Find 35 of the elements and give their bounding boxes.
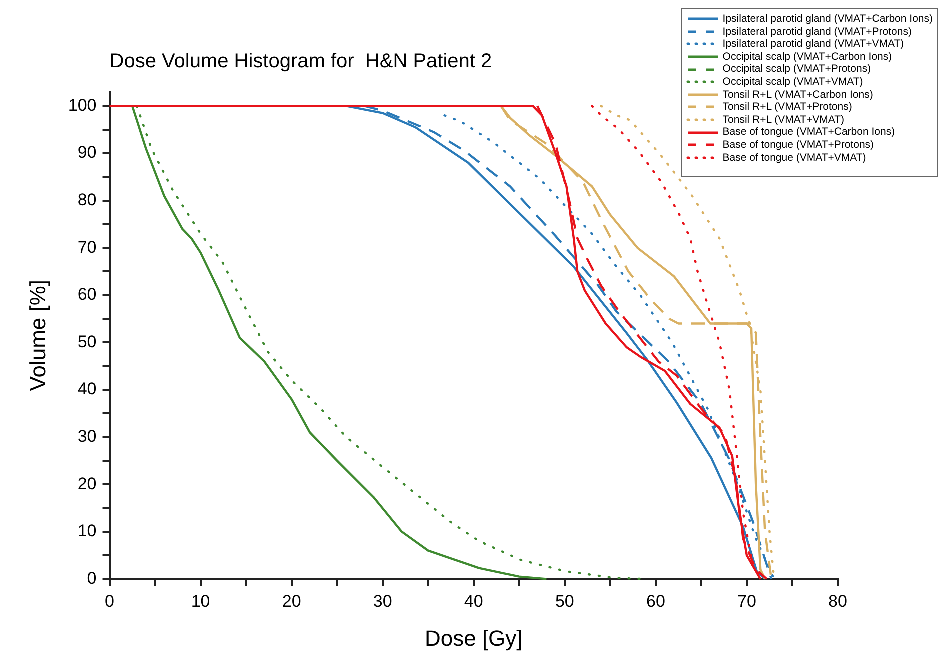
x-tick-label: 40 bbox=[464, 592, 484, 612]
x-tick-label: 30 bbox=[373, 592, 392, 612]
legend-label: Occipital scalp (VMAT+VMAT) bbox=[722, 76, 864, 89]
y-tick-label: 60 bbox=[78, 285, 97, 304]
x-tick-label: 20 bbox=[282, 592, 302, 612]
legend-label: Tonsil R+L (VMAT+VMAT) bbox=[722, 114, 845, 126]
legend-label: Base of tongue (VMAT+Carbon Ions) bbox=[722, 126, 896, 139]
legend-label: Base of tongue (VMAT+Protons) bbox=[722, 138, 874, 152]
y-tick-label: 20 bbox=[78, 474, 97, 494]
legend-label: Occipital scalp (VMAT+Carbon Ions) bbox=[722, 50, 892, 64]
legend-label: Base of tongue (VMAT+VMAT) bbox=[722, 152, 866, 164]
y-tick-label: 70 bbox=[78, 238, 97, 257]
chart-title: Dose Volume Histogram for H&N Patient 2 bbox=[110, 50, 492, 73]
legend-label: Tonsil R+L (VMAT+Carbon Ions) bbox=[722, 88, 874, 102]
y-tick-label: 40 bbox=[78, 380, 97, 399]
legend-label: Tonsil R+L (VMAT+Protons) bbox=[722, 101, 852, 114]
y-tick-label: 50 bbox=[78, 332, 97, 352]
x-tick-label: 70 bbox=[738, 592, 756, 612]
y-tick-label: 30 bbox=[78, 426, 97, 446]
y-tick-label: 100 bbox=[68, 96, 97, 115]
x-tick-label: 50 bbox=[555, 592, 574, 612]
y-tick-label: 10 bbox=[78, 522, 97, 541]
x-tick-label: 80 bbox=[828, 592, 848, 612]
x-axis-title: Dose [Gy] bbox=[424, 626, 523, 651]
y-tick-label: 90 bbox=[78, 143, 97, 162]
x-tick-label: 0 bbox=[105, 592, 114, 612]
legend-label: Ipsilateral parotid gland (VMAT+VMAT) bbox=[722, 38, 904, 51]
legend-label: Ipsilateral parotid gland (VMAT+Protons) bbox=[722, 26, 912, 38]
y-tick-label: 0 bbox=[87, 568, 97, 588]
legend-label: Occipital scalp (VMAT+Protons) bbox=[722, 63, 872, 76]
y-tick-label: 80 bbox=[78, 190, 97, 210]
x-tick-label: 60 bbox=[646, 592, 666, 612]
y-axis-title: Volume [%] bbox=[25, 280, 50, 392]
x-tick-label: 10 bbox=[191, 592, 210, 612]
legend-label: Ipsilateral parotid gland (VMAT+Carbon Ions) bbox=[722, 13, 933, 26]
